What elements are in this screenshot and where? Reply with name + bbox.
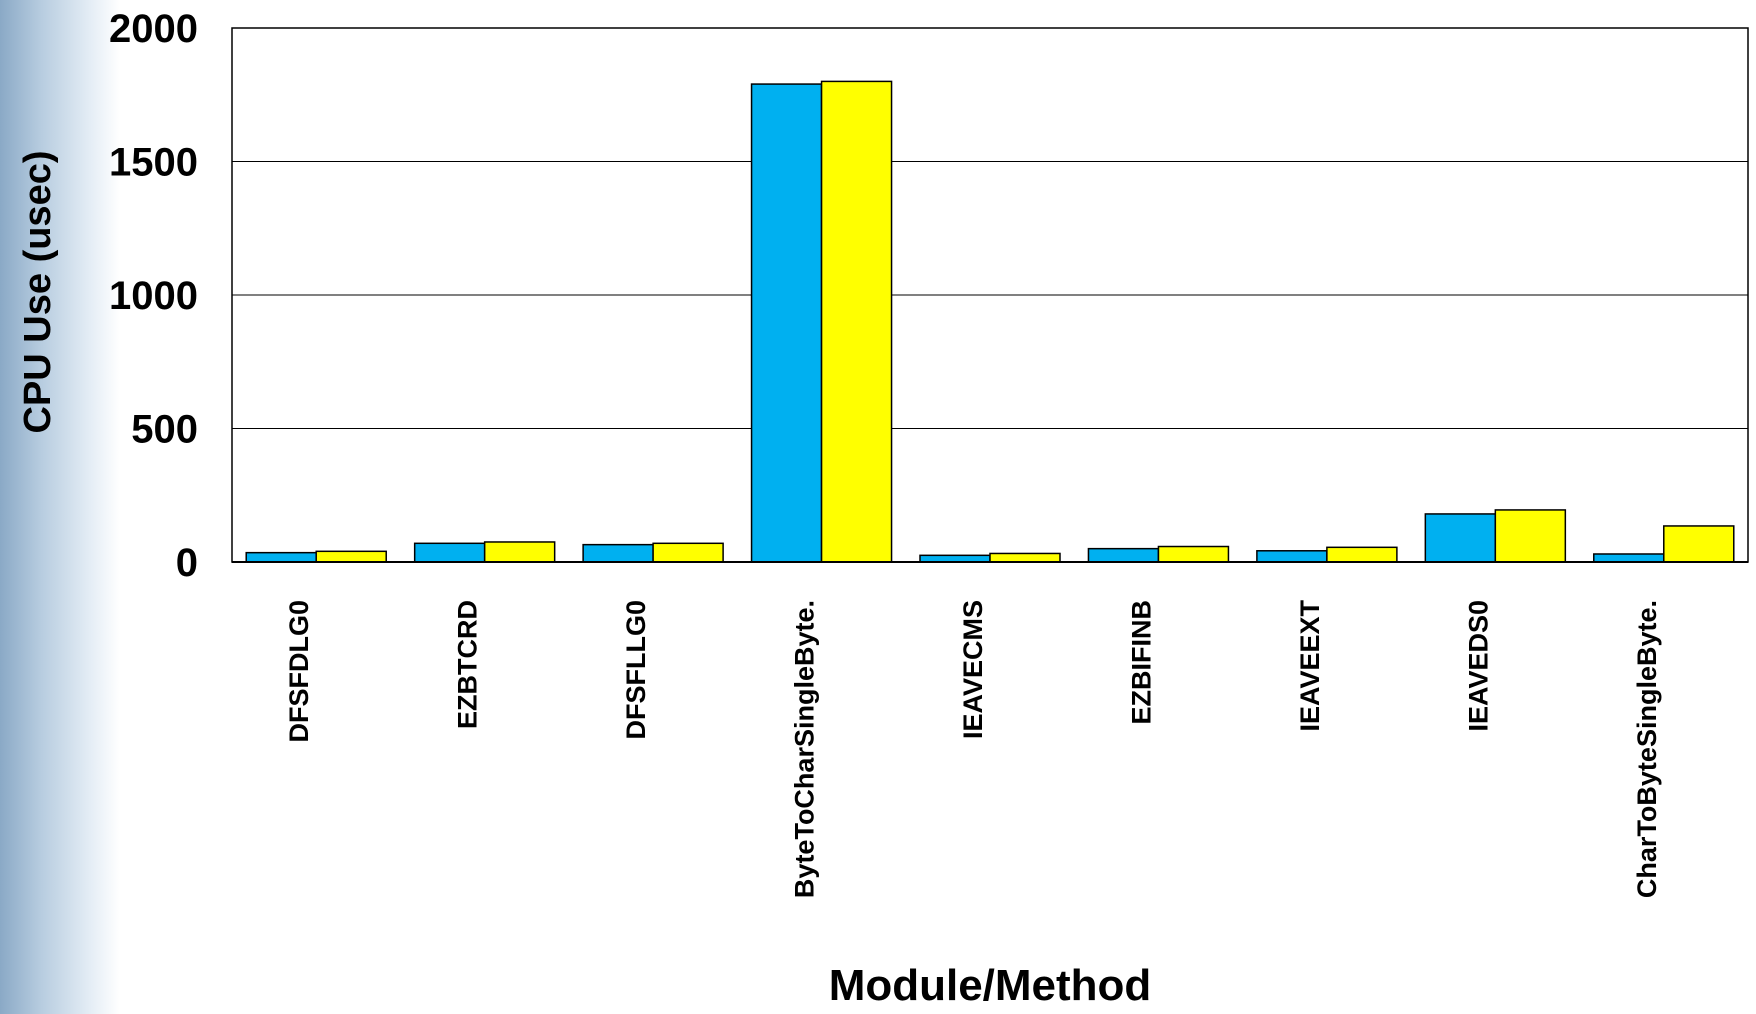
bar-series-2	[483, 541, 556, 563]
bar-series-2	[652, 542, 724, 563]
x-axis-ticks: DFSFDLG0 EZBTCRD DFSFLLG0 ByteToCharSingleB…	[284, 600, 1662, 899]
x-tick-label: IEAVECMS	[958, 600, 988, 739]
x-tick-label: EZBIFINB	[1126, 600, 1156, 725]
bar-series-2	[1157, 545, 1230, 563]
bar-series-2	[1663, 525, 1735, 563]
x-tick-label: CharToByteSingleByte.	[1632, 600, 1662, 898]
bar-series-2	[1494, 509, 1567, 563]
y-axis-ticks: 0 500 1000 1500 2000	[109, 7, 198, 585]
grid-lines	[232, 161, 1748, 429]
y-tick-label: 500	[131, 408, 198, 452]
y-tick-label: 2000	[109, 7, 198, 51]
bar-series-2	[820, 80, 893, 563]
bar-series-1	[413, 542, 486, 563]
bar-series-2	[1326, 546, 1398, 563]
bar-series-1	[582, 543, 654, 563]
bar-series-2	[315, 550, 387, 563]
x-tick-label: ByteToCharSingleByte.	[790, 600, 820, 898]
x-axis-title: Module/Method	[829, 961, 1152, 1010]
x-tick-label: EZBTCRD	[453, 600, 483, 729]
x-tick-label: DFSFDLG0	[284, 600, 314, 743]
bar-series-1	[1087, 547, 1160, 563]
bar-series-1	[750, 83, 823, 563]
bar-series-1	[1256, 550, 1328, 563]
side-decoration-strip	[0, 0, 120, 1014]
y-tick-label: 1000	[109, 274, 198, 318]
bar-series-1	[919, 554, 991, 563]
x-tick-label: IEAVEDS0	[1463, 600, 1493, 732]
bar-series-1	[1424, 513, 1497, 563]
bar-series-1	[245, 551, 317, 563]
bars	[245, 80, 1735, 563]
bar-series-2	[989, 552, 1061, 563]
y-tick-label: 0	[176, 541, 198, 585]
x-tick-label: IEAVEEXT	[1295, 600, 1325, 732]
bar-series-1	[1593, 553, 1665, 563]
x-tick-label: DFSFLLG0	[621, 600, 651, 740]
y-axis-title: CPU Use (usec)	[17, 151, 59, 434]
y-tick-label: 1500	[109, 141, 198, 185]
